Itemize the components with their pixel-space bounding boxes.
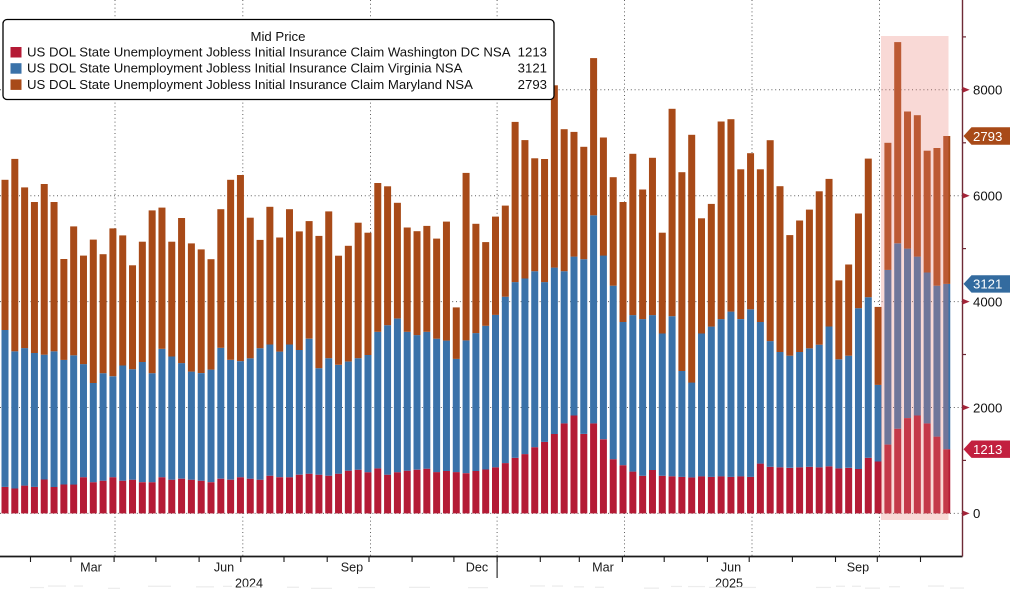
svg-text:Mar: Mar	[592, 561, 614, 575]
svg-text:6000: 6000	[973, 189, 1002, 204]
svg-text:3121: 3121	[518, 61, 547, 76]
svg-text:Sep: Sep	[847, 561, 869, 575]
svg-text:Mar: Mar	[80, 561, 102, 575]
svg-text:0: 0	[973, 506, 980, 521]
svg-text:1213: 1213	[973, 442, 1002, 457]
svg-text:Jun: Jun	[721, 561, 741, 575]
svg-text:Mid Price: Mid Price	[251, 29, 306, 44]
svg-text:US DOL State Unemployment Jobl: US DOL State Unemployment Jobless Initia…	[27, 44, 511, 59]
svg-text:2000: 2000	[973, 400, 1002, 415]
svg-text:US DOL State Unemployment Jobl: US DOL State Unemployment Jobless Initia…	[27, 61, 463, 76]
svg-text:Sep: Sep	[341, 561, 363, 575]
svg-text:8000: 8000	[973, 83, 1002, 98]
svg-text:Jun: Jun	[214, 561, 234, 575]
svg-text:4000: 4000	[973, 294, 1002, 309]
svg-text:Dec: Dec	[466, 561, 488, 575]
svg-text:3121: 3121	[973, 277, 1002, 292]
svg-text:2793: 2793	[518, 77, 547, 92]
svg-text:1213: 1213	[518, 44, 547, 59]
svg-text:2793: 2793	[973, 129, 1002, 144]
svg-text:US DOL State Unemployment Jobl: US DOL State Unemployment Jobless Initia…	[27, 77, 473, 92]
